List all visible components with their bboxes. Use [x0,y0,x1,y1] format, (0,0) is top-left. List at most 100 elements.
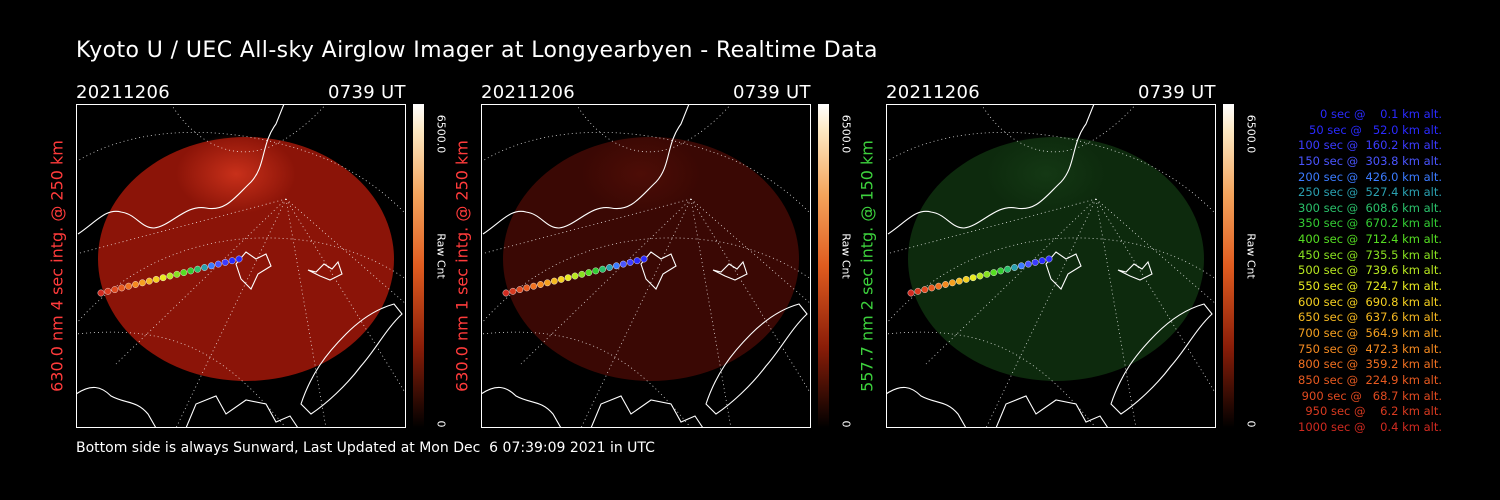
trajectory-point [942,281,949,288]
trajectory-point [544,279,551,287]
longitude-line [886,198,1097,255]
trajectory-point [145,277,153,285]
longitude-line [886,331,1097,428]
footer-note: Bottom side is always Sunward, Last Upda… [76,440,655,456]
sky-glow-disk [98,137,394,381]
aurora-bright-spot [986,134,1106,214]
panel-time: 0739 UT [1138,82,1216,103]
trajectory-point [97,289,105,297]
legend-row: 850 sec @ 224.9 km alt. [1294,372,1442,387]
trajectory-point [173,270,181,278]
legend-row: 350 sec @ 670.2 km alt. [1294,216,1442,231]
trajectory-point [564,274,572,282]
colorbar-unit: Raw Cnt [1244,233,1258,279]
trajectory-point [502,289,510,297]
colorbar-min: 0 [1244,420,1258,428]
trajectory-point [1031,258,1039,266]
island-outline [307,260,343,281]
allsky-image [886,104,1216,428]
panel-time: 0739 UT [733,82,811,103]
airglow-panel-2: 20211206 0739 UT 630.0 nm 1 sec intg. @ … [453,82,921,432]
coastline-south [995,395,1109,428]
colorbar [1223,104,1234,428]
coastline [482,104,690,235]
coastline-southwest [886,386,967,428]
longitude-line [76,198,287,255]
image-frame [886,104,1216,428]
sky-glow-disk [503,137,799,381]
trajectory-legend: 0 sec @ 0.1 km alt. 50 sec @ 52.0 km alt… [1262,107,1442,435]
trajectory-point [928,284,936,292]
legend-row: 750 sec @ 472.3 km alt. [1294,341,1442,356]
trajectory-point [606,264,613,271]
page-title: Kyoto U / UEC All-sky Airglow Imager at … [76,38,878,63]
latitude-circle [886,131,1216,215]
colorbar-max: 6500.0 [434,114,448,154]
trajectory-point [523,284,531,292]
image-frame [76,104,406,428]
trajectory-point [578,270,586,278]
trajectory-point [619,260,627,268]
colorbar [818,104,829,428]
trajectory-point [1038,257,1046,265]
legend-row: 500 sec @ 739.6 km alt. [1294,263,1442,278]
trajectory-point [221,258,229,266]
coastline-south [185,395,299,428]
colorbar-min: 0 [839,420,853,428]
aurora-bright-spot [176,134,296,214]
trajectory-point [166,272,174,280]
trajectory-point [633,257,641,265]
legend-row: 50 sec @ 52.0 km alt. [1301,122,1442,137]
legend-row: 800 sec @ 359.2 km alt. [1294,357,1442,372]
trajectory-point [990,269,998,277]
novaya-zemlya-outline [705,303,808,415]
trajectory-point [983,270,991,278]
trajectory-point [1011,264,1018,271]
legend-row: 450 sec @ 735.5 km alt. [1294,247,1442,262]
coastline-south [590,395,704,428]
trajectory-point [969,274,977,282]
trajectory-point [214,260,222,268]
aurora-bright-spot [581,134,701,214]
sky-glow-disk [908,137,1204,381]
legend-row: 200 sec @ 426.0 km alt. [1294,169,1442,184]
trajectory-point [111,286,119,294]
longitude-line [285,198,327,428]
longitude-line [76,331,287,428]
trajectory-point [550,277,558,285]
trajectory-point [516,286,524,294]
colorbar-unit: Raw Cnt [839,233,853,279]
legend-row: 600 sec @ 690.8 km alt. [1294,294,1442,309]
trajectory-point [125,282,132,290]
trajectory-point [537,281,544,288]
airglow-panel-3: 20211206 0739 UT 557.7 nm 2 sec intg. @ … [858,82,1326,432]
trajectory-point [132,281,139,288]
allsky-image [481,104,811,428]
legend-row: 900 sec @ 68.7 km alt. [1298,388,1442,403]
trajectory-point [152,275,160,283]
trajectory-point [585,269,593,277]
trajectory-point [1004,265,1012,273]
island-outline [712,260,748,281]
longitude-line [1095,198,1216,305]
trajectory-point [1045,255,1053,263]
trajectory-point [599,265,607,273]
longitude-line [690,198,811,305]
trajectory-point [201,264,208,271]
panel-date: 20211206 [886,82,981,103]
trajectory-point [139,279,146,287]
longitude-line [690,198,732,428]
wavelength-label: 630.0 nm 4 sec intg. @ 250 km [47,140,67,392]
trajectory-point [962,275,970,283]
trajectory-point [235,255,243,263]
trajectory-point [180,269,188,277]
trajectory-point [976,272,984,280]
legend-row: 250 sec @ 527.4 km alt. [1294,185,1442,200]
trajectory-point [104,287,112,295]
allsky-image [76,104,406,428]
trajectory-point [640,255,648,263]
trajectory-point [612,262,620,270]
coastline [887,104,1095,235]
coastline-southwest [76,386,157,428]
legend-row: 700 sec @ 564.9 km alt. [1294,325,1442,340]
